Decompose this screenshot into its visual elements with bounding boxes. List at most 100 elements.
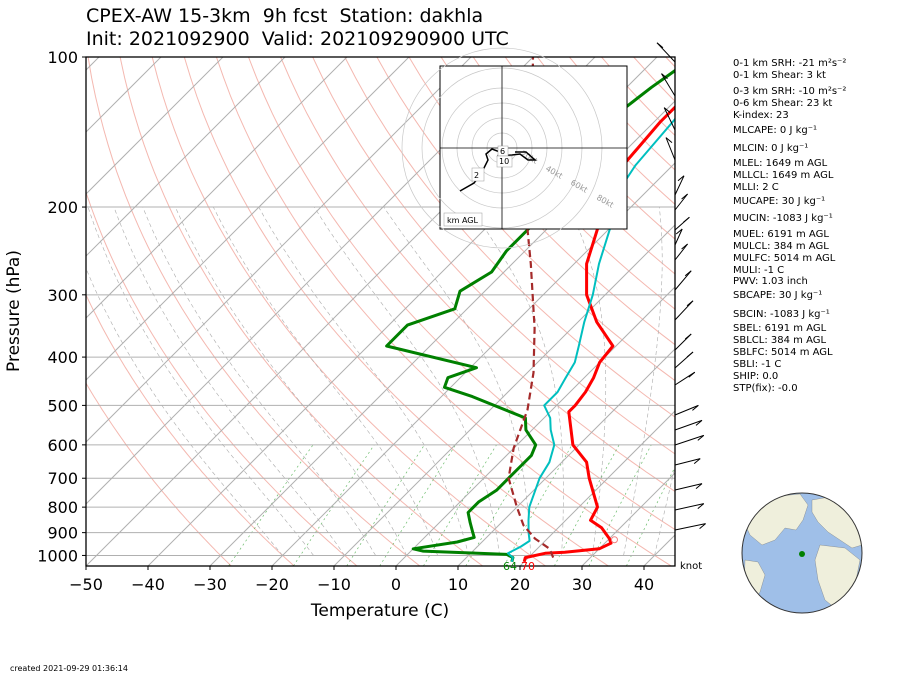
mixing-ratio-line (228, 444, 314, 566)
isotherm (86, 57, 162, 133)
y-tick-label: 1000 (37, 546, 78, 565)
index-line: SBLI: -1 C (733, 359, 782, 370)
y-tick-label: 300 (47, 286, 78, 305)
y-tick-label: 600 (47, 436, 78, 455)
index-line: MUCAPE: 30 J kg⁻¹ (733, 196, 826, 207)
wind-barb-flag (663, 107, 671, 113)
isotherm (581, 472, 675, 566)
y-tick-label: 400 (47, 348, 78, 367)
index-line: K-index: 23 (733, 110, 789, 121)
wind-barb (665, 137, 676, 161)
wind-barb-flag (677, 175, 685, 182)
isotherm (519, 410, 675, 566)
x-tick-label: −30 (193, 575, 227, 594)
dry-adiabat (119, 57, 484, 566)
mixing-ratio-line (293, 444, 375, 566)
index-line: SBCIN: -1083 J kg⁻¹ (733, 309, 830, 320)
index-line: 0-6 km Shear: 23 kt (733, 98, 833, 109)
wind-barb (674, 228, 683, 246)
wind-barb-flag (699, 523, 706, 529)
dry-adiabat (408, 57, 675, 346)
index-line: MUCIN: -1083 J kg⁻¹ (733, 213, 833, 224)
wind-barb-flag (695, 420, 703, 426)
x-axis-label: Temperature (C) (310, 601, 449, 621)
station-globe (741, 492, 863, 614)
dry-adiabat (86, 382, 232, 566)
wind-barb (674, 270, 692, 291)
index-line: MULFC: 5014 m AGL (733, 253, 836, 264)
wind-barb-flag (695, 483, 703, 489)
wind-barb (674, 434, 704, 446)
hodo-unit-label: km AGL (447, 216, 479, 225)
index-line: SHIP: 0.0 (733, 371, 779, 382)
plot-frame (85, 56, 676, 567)
moist-adiabat (175, 206, 407, 556)
y-tick-label: 100 (47, 48, 78, 67)
hodo-height-2: 2 (474, 171, 479, 180)
wind-barb (674, 404, 699, 416)
index-line: MLCAPE: 0 J kg⁻¹ (733, 125, 818, 136)
index-line: SBEL: 6191 m AGL (733, 323, 827, 334)
wind-barb (674, 523, 706, 531)
dry-adiabat (86, 190, 358, 566)
x-tick-label: −20 (255, 575, 289, 594)
x-tick-label: −10 (317, 575, 351, 594)
dry-adiabat (312, 57, 675, 455)
x-tick-label: 0 (391, 575, 401, 594)
wind-barb (674, 458, 701, 466)
index-line: MUEL: 6191 m AGL (733, 229, 829, 240)
dry-adiabat (248, 57, 675, 531)
wind-barb-flag (675, 228, 683, 235)
index-line: MLLCL: 1649 m AGL (733, 170, 834, 181)
index-line: 0-1 km SRH: -21 m²s⁻² (733, 58, 847, 69)
isotherm (457, 348, 675, 566)
hodo-height-6: 6 (500, 147, 505, 156)
dry-adiabat (344, 57, 675, 418)
x-tick-label: 30 (572, 575, 592, 594)
wind-barb-flag (665, 137, 673, 143)
index-line: SBCAPE: 30 J kg⁻¹ (733, 290, 823, 301)
dry-adiabat (440, 57, 675, 310)
dry-adiabat (183, 57, 609, 566)
wind-barb-flag (683, 216, 690, 223)
wind-barb-flag (684, 270, 692, 277)
wind-barb-flag (681, 243, 688, 250)
isotherm (86, 57, 348, 319)
index-line: MLCIN: 0 J kg⁻¹ (733, 143, 809, 154)
index-line: MLEL: 1649 m AGL (733, 158, 828, 169)
parcel-lfc-marker (610, 536, 618, 544)
wind-barb (674, 243, 688, 261)
mixing-ratio-line (626, 466, 675, 566)
wind-barb (663, 107, 676, 131)
moist-adiabat (654, 465, 675, 556)
x-tick-label: 40 (634, 575, 654, 594)
index-line: SBLCL: 384 m AGL (733, 335, 827, 346)
index-line: STP(fix): -0.0 (733, 383, 798, 394)
surface-dewpoint-label: 64 (503, 560, 517, 573)
isotherm (86, 57, 224, 195)
dry-adiabat (376, 57, 675, 382)
y-tick-label: 200 (47, 198, 78, 217)
moist-adiabat (313, 206, 500, 556)
wind-barb-flag (686, 351, 694, 358)
index-line: 0-3 km SRH: -10 m²s⁻² (733, 86, 847, 97)
chart-title-line1: CPEX-AW 15-3km 9h fcst Station: dakhla (86, 5, 484, 27)
wind-barb (661, 73, 676, 97)
wind-barbs (656, 42, 706, 531)
index-line: MLLI: 2 C (733, 182, 779, 193)
index-line: PWV: 1.03 inch (733, 276, 808, 287)
index-line: MULI: -1 C (733, 265, 785, 276)
wind-barb (674, 503, 704, 511)
y-tick-label: 900 (47, 524, 78, 543)
dry-adiabat (280, 57, 675, 493)
station-marker (799, 551, 805, 557)
wind-barb (674, 193, 688, 211)
isotherm (271, 162, 675, 566)
wind-barb-flag (697, 435, 705, 441)
y-tick-label: 800 (47, 498, 78, 517)
x-tick-label: −50 (69, 575, 103, 594)
moist-adiabat (86, 267, 283, 556)
wind-barb (656, 42, 676, 63)
wind-barb-flag (688, 371, 696, 378)
